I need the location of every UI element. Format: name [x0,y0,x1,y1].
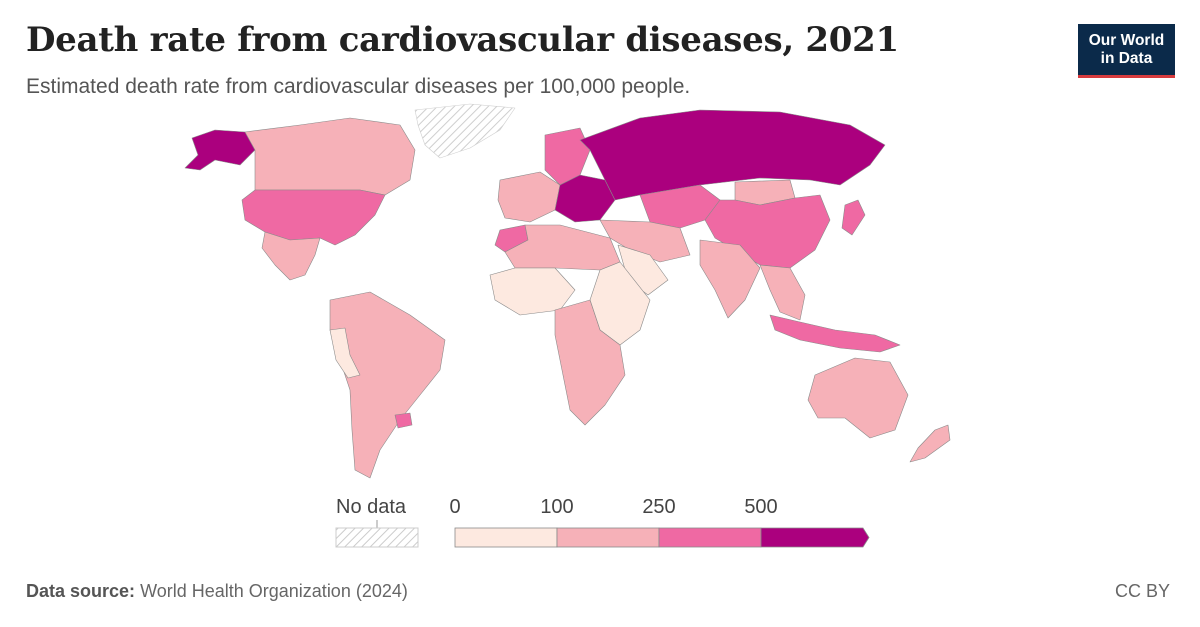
legend-bin-1[interactable] [556,527,660,548]
region-southern-africa[interactable] [554,299,626,426]
data-source: Data source: World Health Organization (… [26,581,408,602]
legend-bin-0[interactable] [454,527,558,548]
logo-line-2: in Data [1100,49,1153,67]
data-source-label: Data source: [26,581,136,601]
legend-no-data-swatch[interactable] [335,527,419,548]
legend-tick-0: 0 [449,496,461,518]
legend-tick-250: 250 [642,496,676,518]
region-uruguay[interactable] [394,412,413,429]
region-peru[interactable] [329,327,361,379]
region-india[interactable] [699,239,761,319]
legend-bin-2[interactable] [658,527,762,548]
legend-tick-500: 500 [744,496,778,518]
owid-logo[interactable]: Our World in Data [1078,24,1175,78]
region-new-zealand[interactable] [909,424,951,463]
region-western-europe[interactable] [497,171,561,223]
region-russia[interactable] [579,109,886,201]
legend-bin-3[interactable] [760,527,870,548]
data-source-link[interactable]: World Health Organization (2024) [140,581,408,601]
region-japan[interactable] [841,199,866,236]
license-link[interactable]: CC BY [1114,581,1170,601]
region-west-africa[interactable] [489,267,576,316]
region-eastern-europe[interactable] [554,174,616,223]
region-australia[interactable] [807,357,909,439]
region-south-america[interactable] [329,291,446,479]
chart-title: Death rate from cardiovascular diseases,… [26,20,899,60]
region-greenland[interactable] [414,103,516,159]
region-united-states[interactable] [241,189,386,246]
region-southeast-asia[interactable] [759,264,806,321]
region-mexico[interactable] [261,231,321,281]
legend-no-data-label: No data [336,496,407,518]
region-middle-east[interactable] [599,219,691,263]
logo-line-1: Our World [1088,31,1165,49]
world-map [184,103,951,479]
region-north-africa[interactable] [504,224,621,271]
region-canada[interactable] [244,117,416,196]
legend-tick-100: 100 [540,496,574,518]
region-indonesia[interactable] [769,314,901,353]
chart-subtitle: Estimated death rate from cardiovascular… [26,75,691,98]
region-alaska[interactable] [184,129,256,171]
